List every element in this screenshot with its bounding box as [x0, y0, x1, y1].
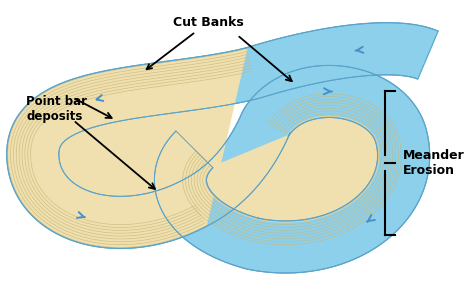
Polygon shape: [8, 49, 247, 247]
Text: Point bar
deposits: Point bar deposits: [26, 95, 87, 123]
Polygon shape: [206, 116, 378, 222]
Text: Cut Banks: Cut Banks: [146, 16, 243, 69]
Text: Meander
Erosion: Meander Erosion: [403, 149, 465, 177]
Polygon shape: [7, 23, 438, 273]
